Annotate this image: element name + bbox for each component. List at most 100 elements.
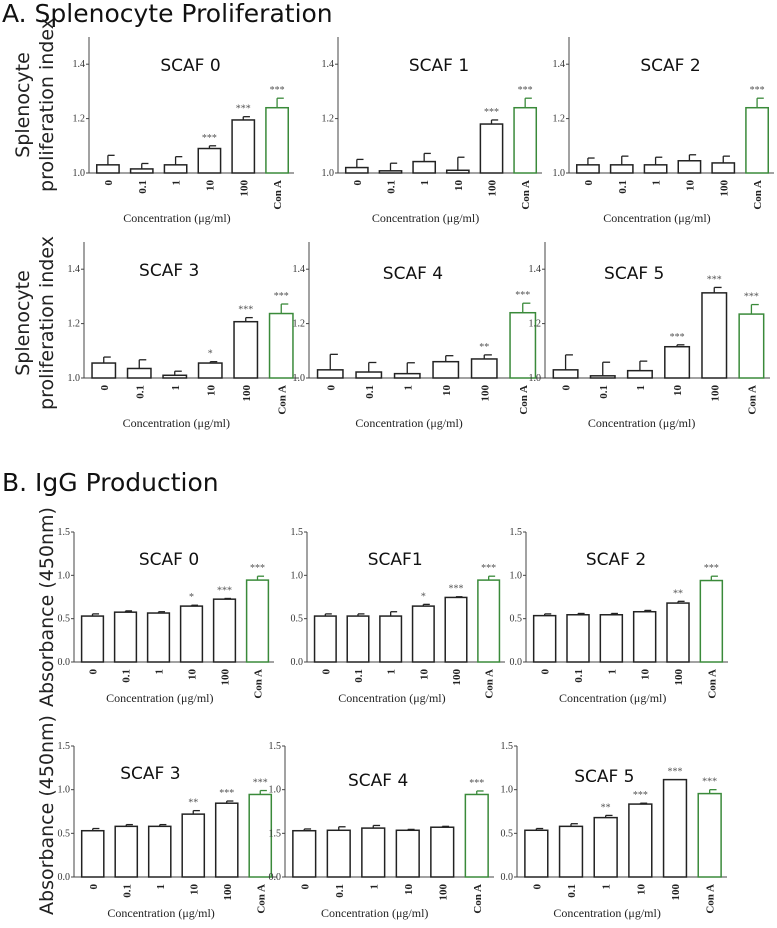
bar: [643, 164, 668, 174]
x-tick-label: 0: [99, 385, 111, 391]
bar-con-a: [738, 313, 765, 379]
y-tick-label: 0.0: [501, 872, 514, 883]
panel-a-scaf3: 1.0 1.2 1.4 0 0.1 1 * 10 *** 100 *** Con A Concentra…: [68, 242, 299, 430]
bar: [326, 829, 351, 878]
panel-a-scaf5: 1.0 1.2 1.4 0 0.1 1 *** 10 *** 100 *** Con A Concent…: [529, 242, 770, 430]
bar: [609, 164, 634, 174]
x-tick-label: 10: [418, 669, 430, 681]
x-tick-label: 0.1: [617, 180, 629, 194]
y-tick-label: 1.0: [322, 168, 335, 179]
y-tick-label: 0.0: [58, 872, 71, 883]
bar: [576, 164, 600, 174]
significance-label: ***: [217, 585, 232, 596]
y-tick-label: 0.5: [58, 614, 71, 625]
x-tick-label: 1: [170, 385, 182, 391]
significance-label: ***: [702, 777, 717, 788]
x-tick-label: 0.1: [364, 385, 376, 399]
bar: [677, 160, 702, 174]
y-tick-label: 0.0: [510, 657, 523, 668]
significance-label: **: [673, 588, 683, 599]
x-tick-label: 0: [88, 669, 100, 675]
panel-title: SCAF 3: [139, 261, 199, 281]
bar: [632, 610, 657, 663]
bar: [662, 778, 688, 878]
bar: [411, 605, 435, 663]
bar: [378, 170, 403, 174]
significance-label: ***: [449, 584, 464, 595]
bar: [711, 162, 736, 174]
panel-b-scaf0: 0.0 0.5 1.0 1.5 0 0.1 1 * 10 *** 100 *** Con A Concen…: [58, 527, 274, 705]
bar: [231, 119, 256, 174]
bar: [432, 360, 460, 379]
significance-label: ***: [274, 291, 289, 302]
x-tick-label: 100: [451, 669, 463, 686]
x-tick-label: 100: [709, 385, 721, 402]
x-tick-label: 10: [684, 180, 696, 192]
bar: [445, 169, 470, 174]
bar: [313, 615, 337, 663]
y-axis-label-b-row2: Absorbance (450nm): [36, 715, 58, 915]
panel-b-scaf5: 0.0 0.5 1.0 1.5 0 0.1 ** 1 *** 10 *** 100 *** Con A Co…: [501, 741, 727, 920]
x-tick-label: 1: [635, 385, 647, 391]
bar: [393, 372, 421, 379]
x-axis-label: Concentration (μg/ml): [372, 211, 479, 225]
x-tick-label: 1: [606, 669, 618, 675]
significance-label: ***: [633, 790, 648, 801]
x-tick-label: 10: [441, 385, 453, 397]
x-tick-label: 10: [640, 669, 652, 681]
x-tick-label: Con A: [253, 669, 265, 699]
significance-label: ***: [744, 292, 759, 303]
panel-title: SCAF 5: [574, 767, 634, 787]
x-tick-label: 100: [222, 884, 234, 901]
y-axis-label-a-row1-line1: Splenocyte: [12, 52, 34, 158]
bar: [179, 605, 204, 663]
section-a-title: A. Splenocyte Proliferation: [2, 0, 333, 28]
bar: [552, 369, 579, 379]
y-tick-label: 1.0: [58, 785, 71, 796]
significance-label: ***: [484, 107, 499, 118]
bar-con-a: [509, 311, 537, 379]
bar: [355, 371, 383, 379]
x-tick-label: 100: [670, 884, 682, 901]
y-tick-label: 1.2: [529, 319, 542, 330]
x-tick-label: 10: [403, 884, 415, 896]
significance-label: ***: [481, 563, 496, 574]
x-tick-label: 1: [386, 669, 398, 675]
bar: [292, 829, 317, 878]
panel-title: SCAF 0: [160, 56, 220, 76]
panel-a-scaf0: 1.0 1.2 1.4 0 0.1 1 *** 10 *** 100 *** Con A Concent…: [73, 37, 294, 225]
x-tick-label: 0.1: [121, 669, 133, 683]
panel-title: SCAF 2: [640, 56, 700, 76]
significance-label: ***: [270, 85, 285, 96]
x-tick-label: 1: [601, 884, 613, 890]
x-tick-label: 0.1: [334, 884, 346, 898]
x-tick-label: Con A: [705, 884, 717, 914]
x-tick-label: 0: [299, 884, 311, 890]
bar: [316, 369, 344, 379]
y-tick-label: 1.0: [73, 168, 86, 179]
bar: [444, 596, 468, 663]
y-tick-label: 1.2: [553, 114, 566, 125]
x-axis-label: Concentration (μg/ml): [338, 691, 445, 705]
y-tick-label: 1.0: [293, 373, 306, 384]
bar: [91, 362, 117, 379]
y-tick-label: 1.4: [553, 59, 566, 70]
x-tick-label: 1: [171, 180, 183, 186]
x-tick-label: 1: [402, 385, 414, 391]
panel-b-scaf4: 0.0 1.5 1.0 1.5 0 0.1 1 10 100 *** Con A Concentrat…: [269, 741, 494, 920]
bar: [233, 320, 259, 379]
bar: [701, 292, 728, 379]
bar-con-a: [464, 793, 489, 878]
panel-title: SCAF 5: [604, 264, 664, 284]
x-tick-label: 1: [419, 180, 431, 186]
bar: [589, 375, 616, 379]
significance-label: ***: [515, 290, 530, 301]
bar: [558, 825, 584, 878]
panel-title: SCAF 2: [586, 550, 646, 570]
y-tick-label: 1.0: [58, 570, 71, 581]
bar: [129, 168, 154, 174]
x-axis-label: Concentration (μg/ml): [355, 416, 462, 430]
x-tick-label: 0: [540, 669, 552, 675]
y-tick-label: 1.5: [501, 741, 514, 752]
x-tick-label: 0: [531, 884, 543, 890]
